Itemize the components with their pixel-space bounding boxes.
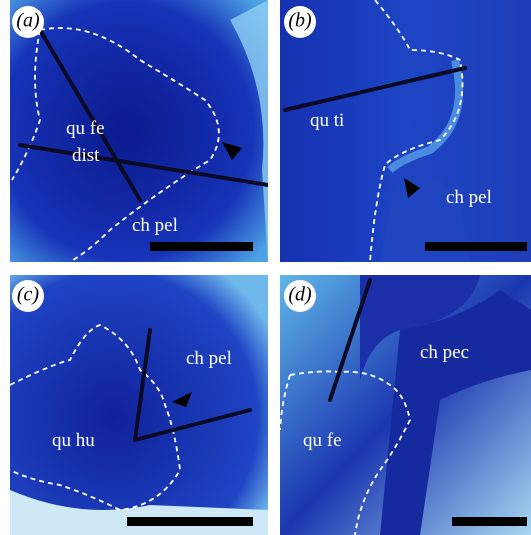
structure-label: ch pel [446,187,492,208]
structure-label: qu fe [303,430,342,451]
structure-label: qu fe [66,118,105,139]
panel-label: (c) [17,284,40,306]
structure-label: dist [72,145,100,166]
structure-label: ch pel [132,215,178,236]
structure-label: qu ti [310,110,344,131]
structure-label: qu hu [52,430,95,451]
panel-label: (d) [288,284,312,306]
panel-b: (b) qu ti ch pel [280,0,531,262]
panel-c: (c) ch pel qu hu [10,275,268,535]
structure-label: ch pec [420,342,469,363]
structure-label: ch pel [186,348,232,369]
panel-label: (b) [288,10,312,32]
panel-label: (a) [16,10,40,32]
panel-d: (d) ch pec qu fe [280,275,531,535]
figure: (a) qu fe dist ch pel (b) qu ti ch pel (… [0,0,531,535]
panel-a: (a) qu fe dist ch pel [10,0,268,262]
